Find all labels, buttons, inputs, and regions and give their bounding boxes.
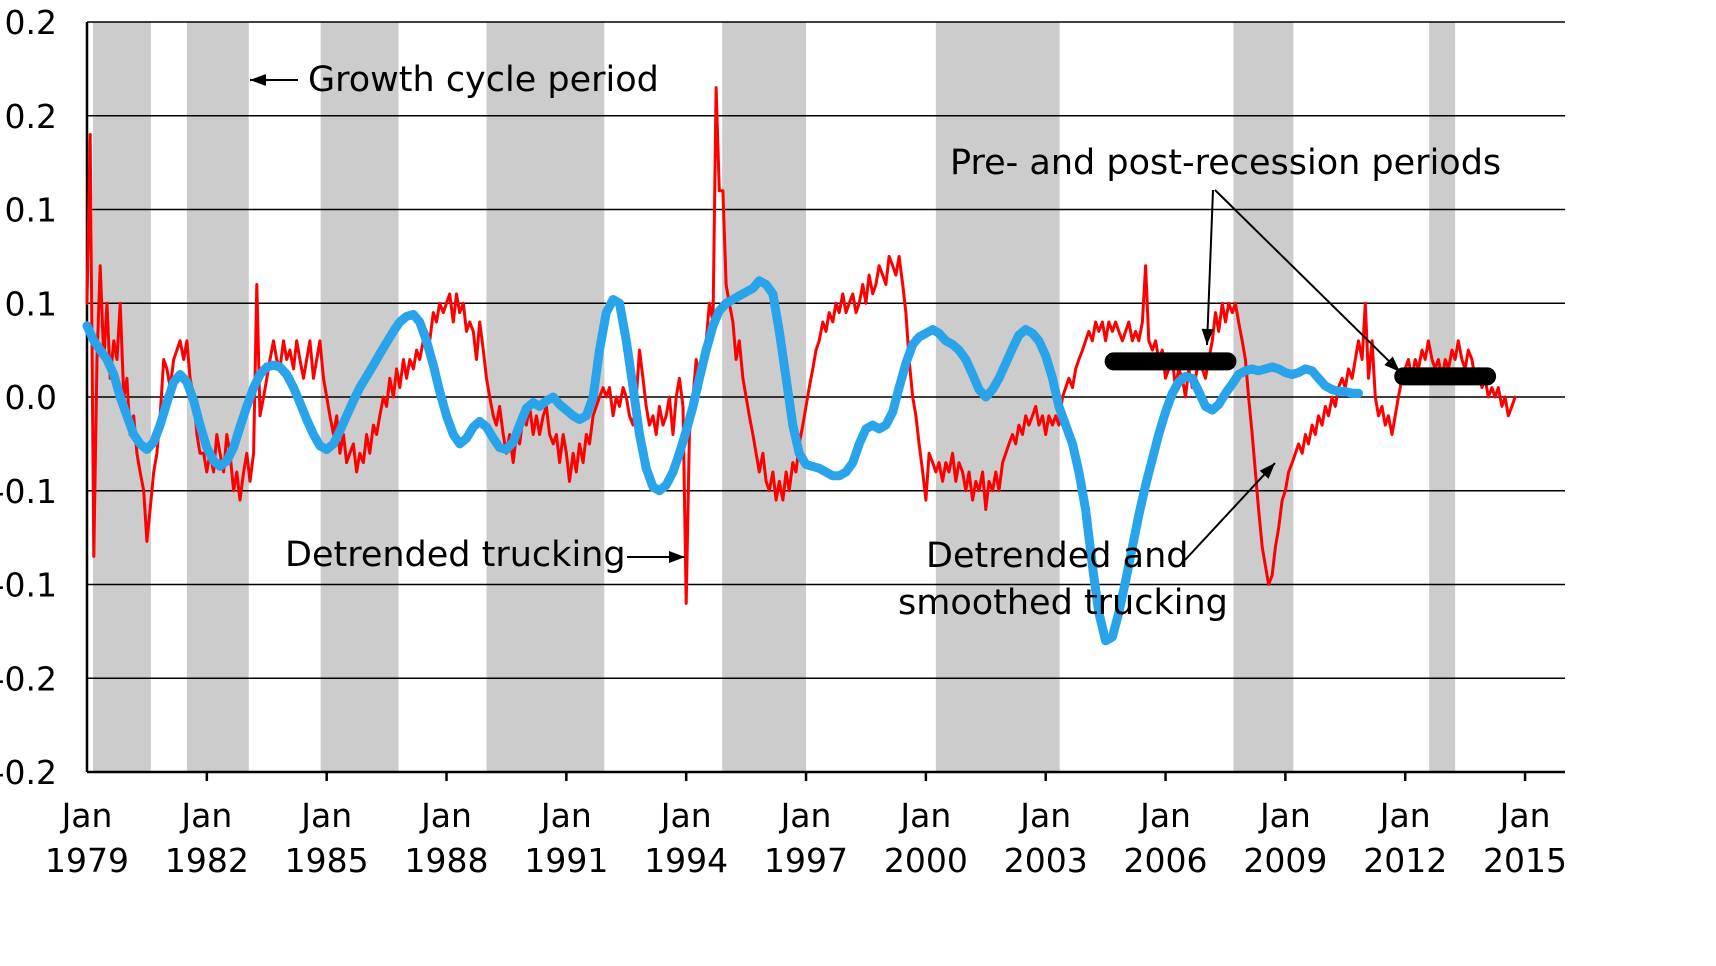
arrow-head <box>1259 463 1275 479</box>
x-tick-month: Jan <box>539 796 592 835</box>
x-tick-year: 2006 <box>1124 841 1208 880</box>
x-tick-month: Jan <box>659 796 712 835</box>
x-tick-year: 2000 <box>884 841 968 880</box>
axes <box>85 22 1565 781</box>
y-tick-label: 0.1 <box>5 191 57 230</box>
detrended-trucking-label: Detrended trucking <box>285 535 626 575</box>
detrended-trucking-line <box>85 86 1517 605</box>
post-recession-arrow <box>1214 189 1401 373</box>
x-tick-month: Jan <box>779 796 832 835</box>
x-axis-tick-labels: Jan 1979 Jan 1982 Jan 1985 Jan 1988 Jan 1991 Jan 19… <box>45 796 1567 880</box>
annotations: Growth cycle period Detrended trucking Pre… <box>250 60 1501 623</box>
y-tick-label: -0.1 <box>0 566 57 605</box>
y-tick-label: 0.0 <box>5 378 57 417</box>
x-tick-month: Jan <box>898 796 951 835</box>
detrended-trucking-series <box>85 86 1517 605</box>
y-tick-label: -0.2 <box>0 659 57 698</box>
y-axis-tick-labels: 0.2 0.2 0.1 0.1 0.0 -0.1 -0.1 -0.2 -0.2 <box>0 3 57 792</box>
y-tick-label: -0.2 <box>0 753 57 792</box>
x-tick-month: Jan <box>1018 796 1071 835</box>
smoothed-trucking-series <box>82 276 1363 646</box>
y-tick-label: 0.1 <box>5 284 57 323</box>
x-tick-month: Jan <box>179 796 232 835</box>
smoothed-trucking-arrow <box>1184 462 1276 561</box>
smoothed-trucking-line <box>82 276 1363 646</box>
gridlines <box>87 21 1565 773</box>
y-tick-label: 0.2 <box>5 97 57 136</box>
arrow-head <box>1201 328 1214 345</box>
smoothed-label-line1: Detrended and <box>926 536 1188 576</box>
pre-post-recession-label: Pre- and post-recession periods <box>950 143 1501 183</box>
x-tick-year: 1985 <box>285 841 369 880</box>
smoothed-label-line2: smoothed trucking <box>898 583 1228 623</box>
x-tick-month: Jan <box>1258 796 1311 835</box>
arrow-head <box>1384 356 1400 372</box>
x-tick-year: 1997 <box>764 841 848 880</box>
x-tick-year: 1979 <box>45 841 129 880</box>
x-tick-year: 1991 <box>524 841 608 880</box>
pre-recession-arrow <box>1206 189 1214 346</box>
y-tick-label: -0.1 <box>0 472 57 511</box>
arrow-head <box>250 74 266 86</box>
x-tick-year: 1982 <box>165 841 249 880</box>
x-tick-month: Jan <box>299 796 352 835</box>
x-tick-month: Jan <box>60 796 113 835</box>
recession-period-bars <box>1104 352 1497 386</box>
x-tick-year: 2015 <box>1483 841 1567 880</box>
x-tick-year: 2009 <box>1243 841 1327 880</box>
x-tick-month: Jan <box>1498 796 1551 835</box>
x-tick-year: 1988 <box>405 841 489 880</box>
growth-cycle-label: Growth cycle period <box>308 60 659 100</box>
y-tick-label: 0.2 <box>5 3 57 42</box>
x-tick-year: 2003 <box>1004 841 1088 880</box>
x-tick-month: Jan <box>1378 796 1431 835</box>
arrow-head <box>669 551 685 563</box>
x-tick-year: 2012 <box>1363 841 1447 880</box>
x-tick-month: Jan <box>1138 796 1191 835</box>
x-tick-month: Jan <box>419 796 472 835</box>
x-tick-year: 1994 <box>644 841 728 880</box>
